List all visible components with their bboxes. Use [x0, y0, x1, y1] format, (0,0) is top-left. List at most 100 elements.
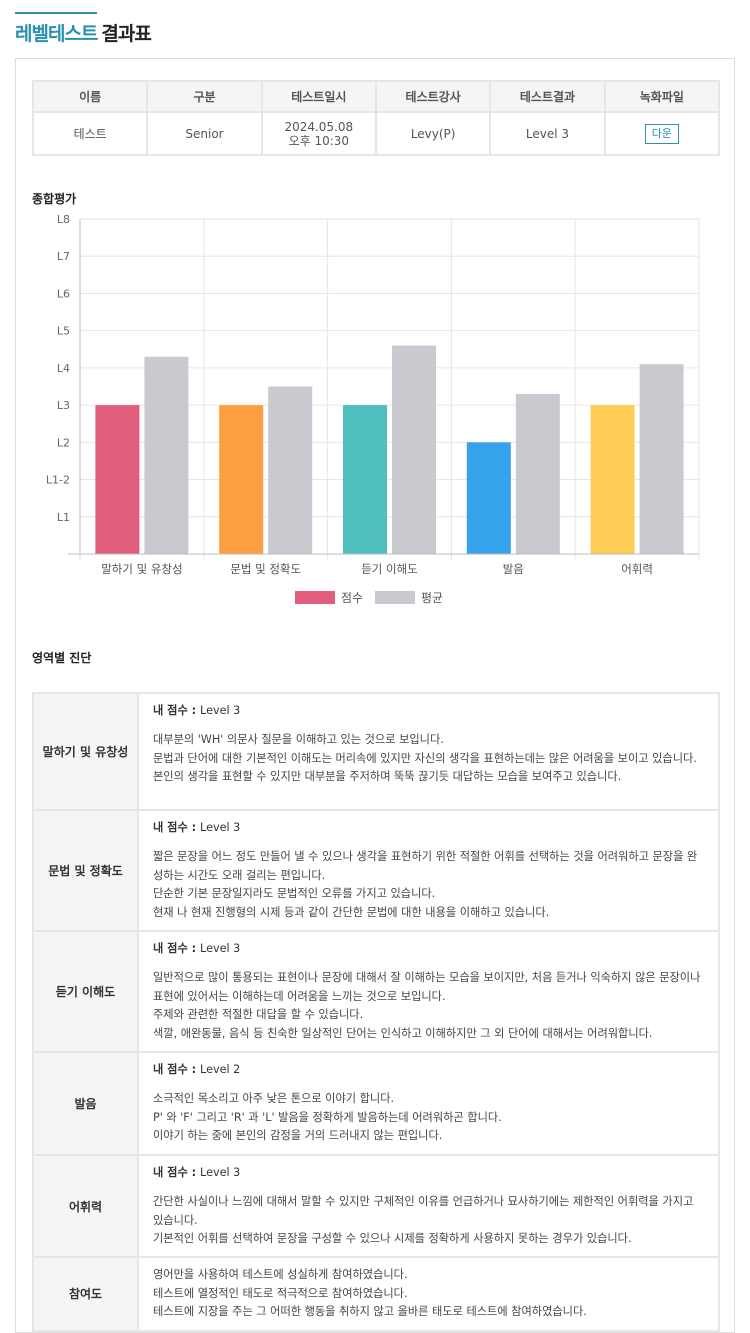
test-info-header-row: 이름 구분 테스트일시 테스트강사 테스트결과 녹화파일	[31, 80, 721, 113]
y-tick-label: L7	[57, 250, 70, 263]
cell-category: Senior	[146, 111, 263, 156]
my-score-label: 내 점수 :	[153, 942, 201, 956]
header-result: 테스트결과	[489, 80, 606, 113]
x-tick-label: 듣기 이해도	[361, 562, 418, 576]
diagnosis-description: 내 점수 : Level 3 짧은 문장을 어느 정도 만들어 낼 수 있으나 생…	[137, 808, 720, 933]
y-tick-label: L1	[57, 511, 70, 524]
diagnosis-line: 문법과 단어에 대한 기본적인 이해도는 머리속에 있지만 자신의 생각을 표현…	[153, 751, 697, 765]
diagnosis-line: 색깔, 애완동물, 음식 등 친숙한 일상적인 단어는 인식하고 이해하지만 그…	[153, 1026, 653, 1040]
diagnosis-line: 주제와 관련한 적절한 대답을 할 수 있습니다.	[153, 1008, 364, 1022]
cell-teacher: Levy(P)	[374, 111, 492, 156]
header-name: 이름	[31, 80, 149, 113]
x-tick-label: 문법 및 정확도	[230, 562, 301, 576]
cell-name: 테스트	[31, 111, 149, 156]
header-test-date: 테스트일시	[260, 80, 377, 113]
y-tick-label: L3	[57, 399, 70, 412]
diagnosis-description: 내 점수 : Level 3 대부분의 'WH' 의문사 질문을 이해하고 있는 …	[137, 692, 720, 811]
bar-average	[639, 364, 684, 554]
y-tick-label: L6	[57, 287, 70, 300]
diagnosis-line: 테스트에 지장을 주는 그 어떠한 행동을 취하지 않고 올바른 태도로 테스트…	[153, 1305, 587, 1319]
diagnosis-area: 어휘력	[32, 1153, 139, 1259]
diagnosis-label: 영역별 진단	[32, 651, 92, 665]
my-score: 내 점수 : Level 3	[153, 819, 704, 837]
diagnosis-area: 참여도	[32, 1256, 139, 1332]
my-score-label: 내 점수 :	[153, 1063, 201, 1077]
diagnosis-line: 간단한 사실이나 느낌에 대해서 말할 수 있지만 구체적인 이유를 언급하거나…	[153, 1195, 694, 1227]
diagnosis-line: P' 와 'F' 그리고 'R' 과 'L' 발음을 정확하게 발음하는데 어려…	[153, 1110, 502, 1124]
legend-swatch-average	[375, 591, 415, 604]
my-score-value: Level 3	[200, 942, 241, 956]
diagnosis-line: 기본적인 어휘를 선택하여 문장을 구성할 수 있으나 시제를 정확하게 사용하…	[153, 1231, 632, 1245]
my-score: 내 점수 : Level 3	[153, 940, 704, 958]
y-tick-label: L5	[57, 325, 70, 338]
cell-recording: 다운	[603, 111, 721, 156]
diagnosis-row: 어휘력 내 점수 : Level 3 간단한 사실이나 느낌에 대해서 말할 수 있…	[32, 1153, 720, 1259]
test-info-table: 이름 구분 테스트일시 테스트강사 테스트결과 녹화파일 테스트 Senior …	[31, 80, 721, 156]
diagnosis-area: 문법 및 정확도	[32, 808, 139, 933]
bar-score	[466, 442, 511, 554]
my-score-label: 내 점수 :	[153, 1165, 201, 1179]
diagnosis-line: 영어만을 사용하여 테스트에 성실하게 참여하였습니다.	[153, 1268, 408, 1282]
my-score-value: Level 2	[200, 1063, 241, 1077]
y-tick-label: L2	[57, 436, 70, 449]
test-info-row: 테스트 Senior 2024.05.08 오후 10:30 Levy(P) L…	[31, 111, 721, 156]
my-score-value: Level 3	[200, 1165, 241, 1179]
x-tick-label: 말하기 및 유창성	[101, 562, 182, 576]
bar-average	[515, 393, 560, 554]
page-title: 레벨테스트 결과표	[15, 12, 152, 46]
diagnosis-area: 말하기 및 유창성	[32, 692, 139, 811]
y-tick-label: L4	[57, 362, 70, 375]
x-tick-label: 발음	[503, 562, 524, 576]
bar-score	[95, 405, 140, 554]
cell-test-date: 2024.05.08 오후 10:30	[260, 111, 377, 156]
my-score: 내 점수 : Level 3	[153, 702, 704, 720]
overall-evaluation-chart: L1 L1-2 L2 L3 L4 L5 L6 L7 L8 말하기 및 유창성 문법 및 정확도 듣기 …	[46, 213, 700, 605]
header-recording: 녹화파일	[603, 80, 721, 113]
diagnosis-area: 듣기 이해도	[32, 930, 139, 1054]
page-title-accent: 레벨테스트	[15, 12, 98, 46]
my-score-label: 내 점수 :	[153, 821, 201, 834]
diagnosis-row: 문법 및 정확도 내 점수 : Level 3 짧은 문장을 어느 정도 만들어 낼…	[32, 808, 720, 933]
diagnosis-description: 영어만을 사용하여 테스트에 성실하게 참여하였습니다. 테스트에 열정적인 태도…	[137, 1256, 720, 1332]
y-tick-label: L8	[57, 213, 70, 226]
diagnosis-row: 발음 내 점수 : Level 2 소극적인 목소리고 아주 낮은 톤으로 이야기 …	[32, 1051, 720, 1156]
diagnosis-description: 내 점수 : Level 3 일반적으로 많이 통용되는 표현이나 문장에 대해서…	[137, 930, 720, 1054]
diagnosis-row: 듣기 이해도 내 점수 : Level 3 일반적으로 많이 통용되는 표현이나 문…	[32, 930, 720, 1054]
diagnosis-line: 이야기 하는 중에 본인의 감정을 거의 드러내지 않는 편입니다.	[153, 1129, 443, 1143]
diagnosis-line: 본인의 생각을 표현할 수 있지만 대부분을 주저하며 뚝뚝 끊기듯 대답하는 …	[153, 770, 622, 784]
diagnosis-line: 짧은 문장을 어느 정도 만들어 낼 수 있으나 생각을 표현하기 위한 적절한…	[153, 850, 698, 882]
diagnosis-line: 단순한 기본 문장일지라도 문법적인 오류를 가지고 있습니다.	[153, 887, 436, 901]
diagnosis-line: 일반적으로 많이 통용되는 표현이나 문장에 대해서 잘 이해하는 모습을 보이…	[153, 971, 701, 1003]
test-date: 2024.05.08	[284, 119, 354, 134]
legend-label-average: 평균	[421, 591, 443, 605]
header-teacher: 테스트강사	[374, 80, 492, 113]
cell-result: Level 3	[489, 111, 606, 156]
my-score-value: Level 3	[200, 704, 241, 717]
download-button[interactable]: 다운	[644, 123, 679, 144]
page-title-rest: 결과표	[101, 23, 151, 45]
bar-score	[219, 405, 264, 554]
my-score: 내 점수 : Level 3	[153, 1164, 704, 1182]
overall-evaluation-label: 종합평가	[32, 192, 77, 206]
test-time: 오후 10:30	[288, 133, 350, 148]
bar-average	[144, 356, 189, 554]
diagnosis-description: 내 점수 : Level 2 소극적인 목소리고 아주 낮은 톤으로 이야기 합니…	[137, 1051, 720, 1156]
diagnosis-line: 대부분의 'WH' 의문사 질문을 이해하고 있는 것으로 보입니다.	[153, 733, 444, 747]
bar-average	[268, 386, 313, 554]
my-score-label: 내 점수 :	[153, 704, 201, 717]
my-score: 내 점수 : Level 2	[153, 1061, 704, 1079]
x-tick-label: 어휘력	[621, 562, 653, 576]
bar-average	[392, 345, 436, 554]
diagnosis-row: 참여도 영어만을 사용하여 테스트에 성실하게 참여하였습니다. 테스트에 열정적인…	[32, 1256, 720, 1332]
header-category: 구분	[146, 80, 263, 113]
diagnosis-line: 소극적인 목소리고 아주 낮은 톤으로 이야기 합니다.	[153, 1092, 395, 1106]
my-score-value: Level 3	[200, 821, 241, 834]
diagnosis-line: 테스트에 열정적인 태도로 적극적으로 참여하였습니다.	[153, 1286, 408, 1300]
diagnosis-row: 말하기 및 유창성 내 점수 : Level 3 대부분의 'WH' 의문사 질문을…	[32, 692, 720, 811]
result-panel: 이름 구분 테스트일시 테스트강사 테스트결과 녹화파일 테스트 Senior …	[15, 58, 735, 1333]
legend-label-score: 점수	[341, 591, 363, 605]
bar-score	[590, 405, 635, 554]
y-tick-label: L1-2	[46, 474, 70, 487]
legend-swatch-score	[295, 591, 335, 604]
diagnosis-line: 현재 나 현재 진행형의 시제 등과 같이 간단한 문법에 대한 내용을 이해하…	[153, 905, 550, 919]
